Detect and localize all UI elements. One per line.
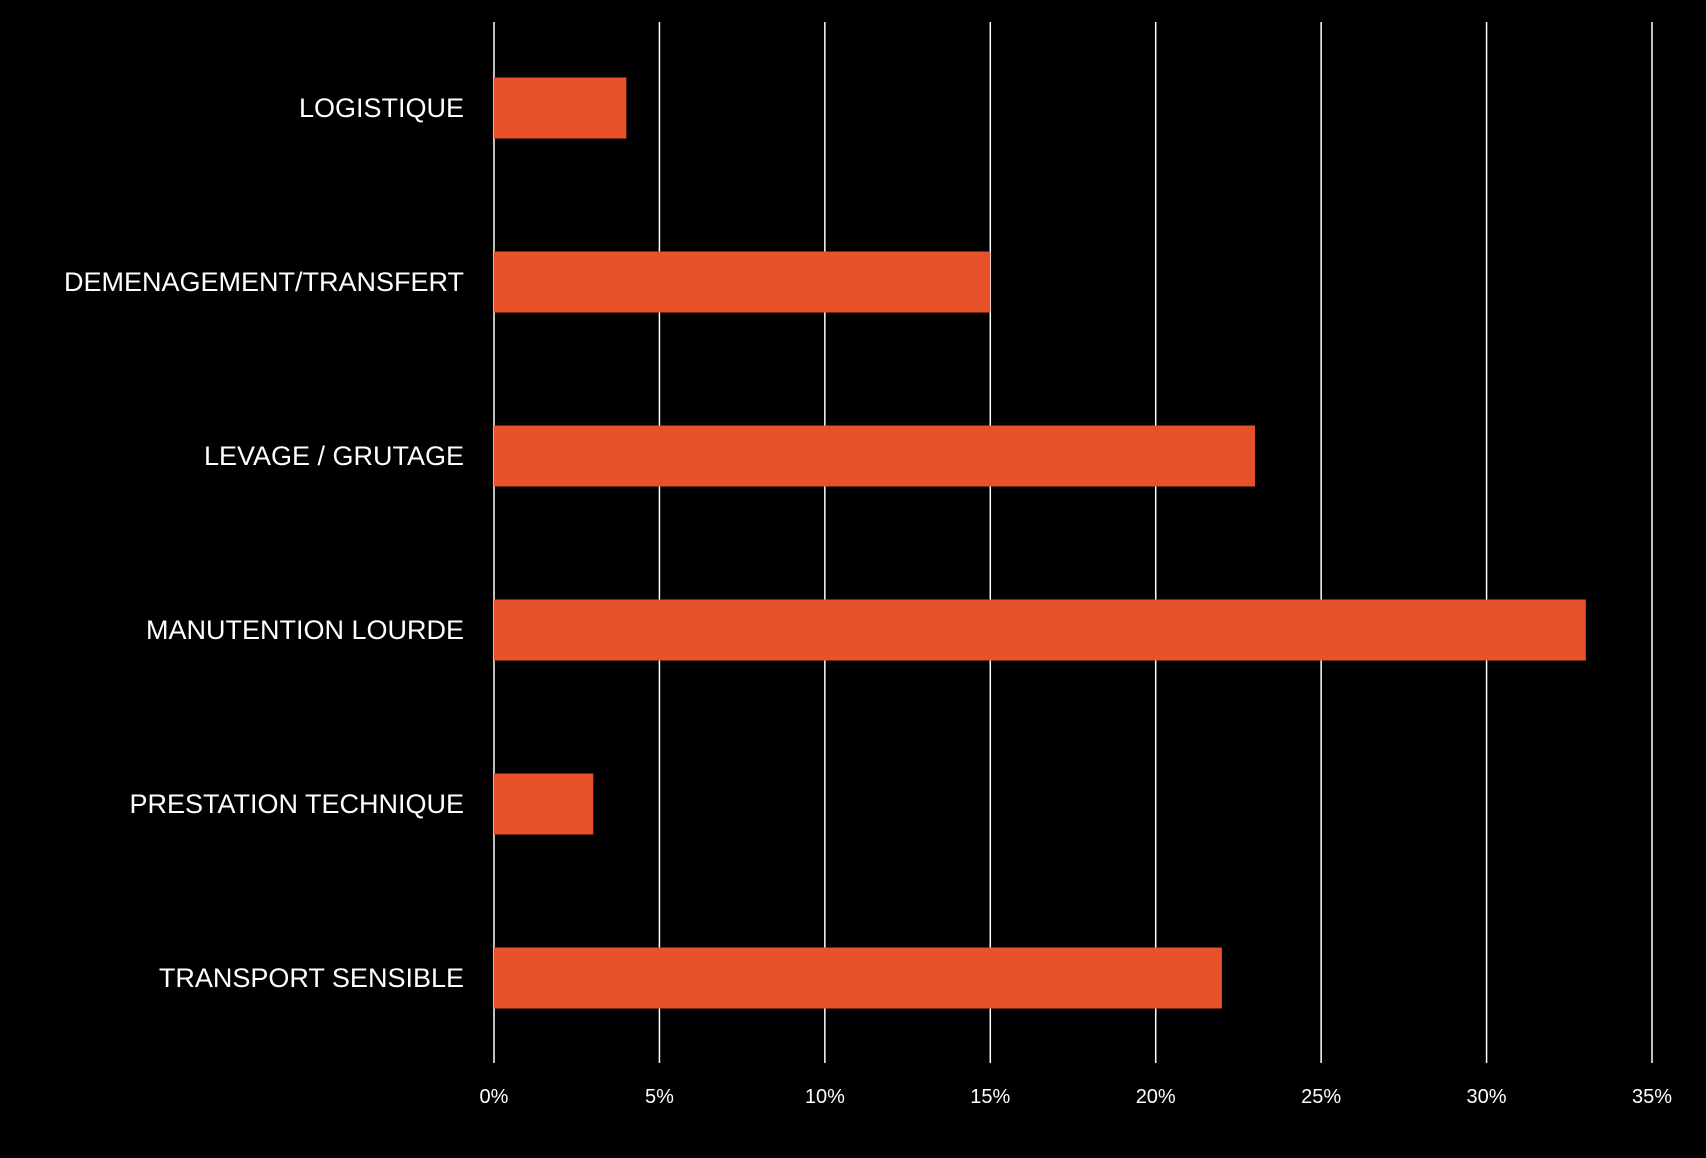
x-tick-label: 0% <box>480 1086 509 1108</box>
gridlines <box>493 22 1653 1063</box>
x-tick-label: 5% <box>645 1086 674 1108</box>
category-label: LOGISTIQUE <box>299 93 464 123</box>
bar-2 <box>494 425 1255 487</box>
category-label: DEMENAGEMENT/TRANSFERT <box>64 267 464 297</box>
bar-1 <box>494 251 991 313</box>
x-tick-label: 20% <box>1136 1086 1176 1108</box>
category-label: TRANSPORT SENSIBLE <box>159 963 464 993</box>
category-labels: LOGISTIQUE DEMENAGEMENT/TRANSFERT LEVAGE /… <box>64 93 464 993</box>
x-tick-label: 35% <box>1632 1086 1672 1108</box>
bars <box>494 77 1586 1009</box>
bar-3 <box>494 599 1586 661</box>
category-label: LEVAGE / GRUTAGE <box>204 441 464 471</box>
category-label: PRESTATION TECHNIQUE <box>129 789 464 819</box>
bar-5 <box>494 947 1222 1009</box>
x-tick-label: 15% <box>970 1086 1010 1108</box>
bar-0 <box>494 77 627 139</box>
x-tick-label: 30% <box>1467 1086 1507 1108</box>
x-tick-label: 25% <box>1301 1086 1341 1108</box>
bar-4 <box>494 773 594 835</box>
category-label: MANUTENTION LOURDE <box>146 615 464 645</box>
x-tick-labels: 0% 5% 10% 15% 20% 25% 30% 35% <box>480 1086 1673 1108</box>
x-tick-label: 10% <box>805 1086 845 1108</box>
